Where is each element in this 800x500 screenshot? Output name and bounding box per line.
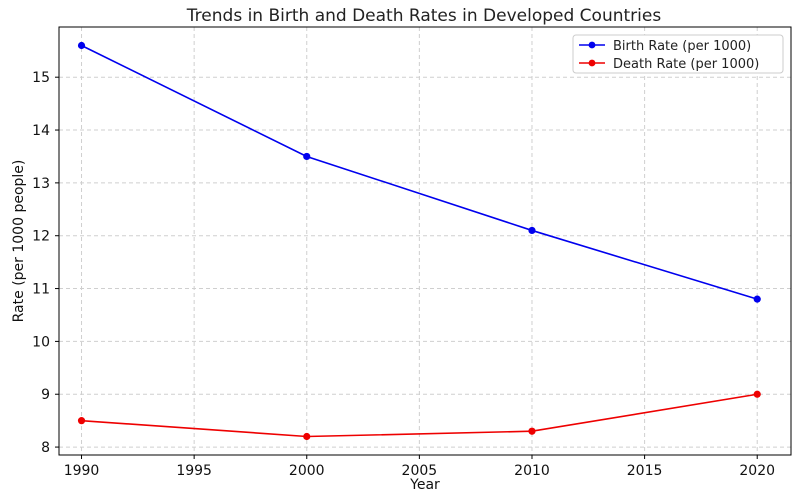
y-tick-label: 14 <box>32 123 50 139</box>
x-axis-label: Year <box>409 477 440 493</box>
birth-rate-point <box>77 41 86 50</box>
y-axis-label: Rate (per 1000 people) <box>11 160 27 323</box>
birth-rate-point <box>528 226 536 235</box>
y-tick-label: 12 <box>32 229 50 245</box>
y-tick-label: 10 <box>32 334 50 350</box>
y-tick-label: 11 <box>32 282 50 298</box>
birth-rate-point <box>753 295 761 303</box>
death-rate-point <box>77 417 86 425</box>
y-tick-label: 15 <box>32 70 50 86</box>
x-tick-label: 1990 <box>64 463 100 479</box>
x-tick-label: 2000 <box>289 463 325 479</box>
x-tick-label: 1995 <box>176 463 212 479</box>
x-tick-label: 2020 <box>739 463 775 479</box>
x-tick-label: 2010 <box>514 463 550 479</box>
legend: Birth Rate (per 1000) Death Rate (per 100… <box>572 34 784 74</box>
x-tick-label: 2005 <box>402 463 438 479</box>
death-rate-point <box>528 427 536 435</box>
birth-rate-line <box>81 44 758 300</box>
chart-title: Trends in Birth and Death Rates in Devel… <box>186 6 662 26</box>
y-tick-label: 13 <box>32 176 50 192</box>
series-layer <box>77 41 761 441</box>
axis-ticks: 1990 1995 2000 2005 2010 2015 2020 8 9 10 11 12 13 14… <box>32 70 775 479</box>
legend-birth-label: Birth Rate (per 1000) <box>613 39 751 54</box>
y-tick-label: 8 <box>41 440 50 456</box>
grid <box>59 27 791 455</box>
plot-frame <box>58 26 792 456</box>
death-rate-point <box>303 432 311 441</box>
birth-rate-point <box>303 152 311 161</box>
legend-box <box>572 34 784 74</box>
legend-death-label: Death Rate (per 1000) <box>613 57 759 72</box>
death-rate-point <box>753 390 761 398</box>
legend-death-marker <box>588 59 596 67</box>
legend-birth-marker <box>588 41 596 49</box>
death-rate-line <box>81 393 758 438</box>
y-tick-label: 9 <box>41 387 50 403</box>
x-tick-label: 2015 <box>627 463 663 479</box>
